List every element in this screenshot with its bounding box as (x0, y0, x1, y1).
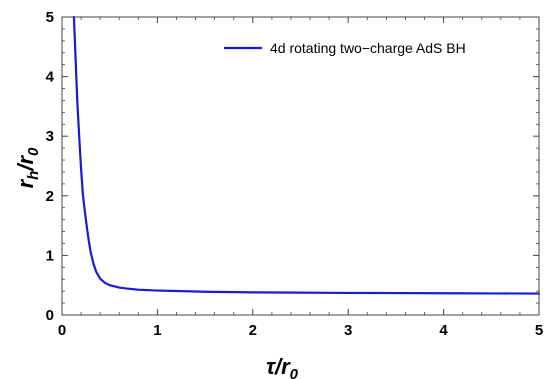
ticks-layer: 0 1 2 3 4 5 0 1 2 3 4 5 (46, 9, 544, 339)
axes-layer (61, 16, 540, 316)
y-axis-title-mid: /r (13, 155, 38, 172)
y-tick-label: 5 (46, 9, 54, 26)
x-tick-label: 1 (153, 322, 161, 339)
x-tick-label: 2 (249, 322, 257, 339)
y-axis-title-sub2: 0 (25, 147, 42, 156)
y-tick-label: 1 (46, 247, 54, 264)
series-layer (72, 15, 541, 295)
y-tick-label: 4 (46, 69, 55, 86)
x-axis-title: τ/r0 (266, 354, 299, 379)
x-tick-label: 4 (439, 322, 448, 339)
x-axis-title-sub: 0 (290, 366, 299, 379)
series-line-0 (72, 15, 541, 295)
x-tick-label: 3 (344, 322, 352, 339)
plot-frame (61, 16, 540, 316)
y-axis-title: rh/r0 (13, 147, 42, 188)
x-axis-title-main: τ/r (266, 354, 291, 379)
y-axis-title-sub1: h (25, 171, 42, 180)
x-tick-label: 5 (535, 322, 543, 339)
y-tick-label: 0 (46, 307, 54, 324)
y-tick-label: 2 (46, 188, 54, 205)
y-tick-label: 3 (46, 128, 54, 145)
legend-label: 4d rotating two−charge AdS BH (270, 40, 466, 56)
y-axis-title-main: r (13, 178, 38, 188)
x-tick-label: 0 (58, 322, 66, 339)
legend: 4d rotating two−charge AdS BH (224, 40, 466, 56)
